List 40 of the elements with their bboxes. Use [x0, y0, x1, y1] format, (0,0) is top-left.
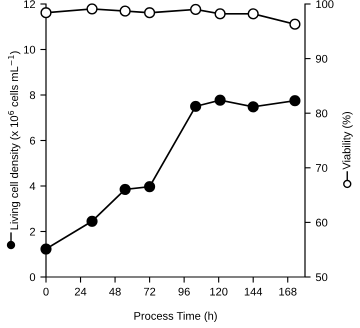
point: [190, 100, 202, 112]
y-tick-label: 4: [30, 182, 36, 190]
y-tick-label: 0: [30, 273, 36, 282]
y-tick-label: 2: [30, 228, 36, 236]
y2-tick-label: 60: [316, 218, 328, 227]
point: [40, 243, 52, 255]
y2-tick-label: 90: [316, 54, 328, 63]
x-tick-label: 96: [178, 288, 190, 296]
y-tick-label: 8: [30, 91, 36, 100]
y-tick-label: 10: [24, 46, 36, 54]
point: [144, 181, 156, 192]
point: [214, 8, 226, 20]
y2-tick-label: 70: [316, 164, 328, 172]
y-tick-label: 12: [24, 0, 36, 8]
x-tick-label: 168: [279, 288, 297, 296]
point: [86, 3, 98, 14]
y2-tick-label: 100: [316, 0, 334, 8]
point: [86, 216, 98, 227]
point: [40, 7, 52, 18]
y-tick-label: 6: [30, 136, 36, 145]
x-tick-label: 72: [144, 288, 156, 296]
y2-axis-title: Viability (%): [342, 112, 353, 170]
x-tick-label: 24: [74, 288, 86, 296]
x-tick-label: 120: [210, 288, 228, 296]
point: [120, 6, 131, 17]
y2-tick-label: 50: [316, 273, 328, 282]
y-axis-title: Living cell density (x 10$^{6}$ cells mL$^{−1}$): [8, 51, 20, 230]
point: [248, 101, 259, 112]
point: [190, 4, 202, 16]
y2-tick-label: 80: [316, 109, 328, 118]
point: [289, 18, 300, 30]
point: [289, 95, 300, 106]
point: [120, 184, 131, 195]
x-tick-label: 0: [43, 288, 49, 296]
point: [144, 7, 156, 18]
point: [214, 94, 226, 106]
x-tick-label: 144: [244, 288, 262, 296]
x-axis-title: Process Time (h): [134, 312, 217, 322]
x-tick-label: 48: [109, 288, 121, 296]
point: [248, 8, 259, 20]
